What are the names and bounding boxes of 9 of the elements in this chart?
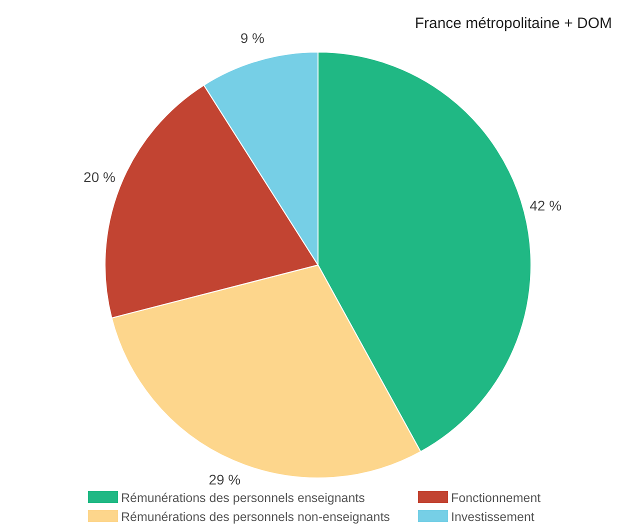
data-label: 29 % xyxy=(208,471,241,488)
legend-label: Rémunérations des personnels non-enseignants xyxy=(121,510,390,524)
data-label: 42 % xyxy=(530,197,562,214)
data-label: 20 % xyxy=(84,169,116,186)
legend-label: Rémunérations des personnels enseignants xyxy=(121,491,365,505)
legend-label: Investissement xyxy=(451,510,535,524)
legend-label: Fonctionnement xyxy=(451,491,542,505)
data-label: 9 % xyxy=(240,30,264,46)
chart-subtitle: France métropolitaine + DOM xyxy=(414,15,612,32)
